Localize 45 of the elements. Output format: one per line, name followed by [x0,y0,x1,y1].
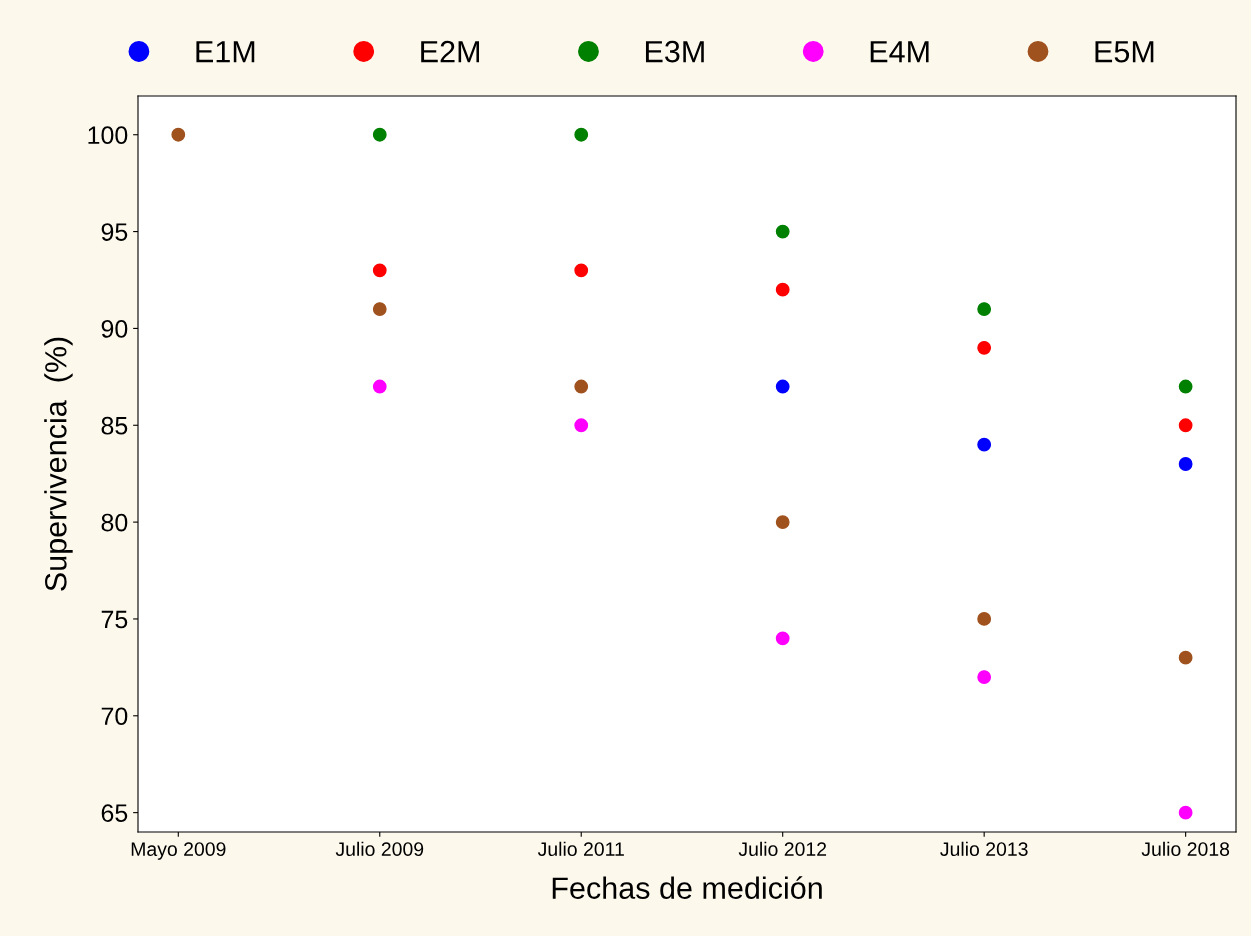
point [372,263,387,278]
point [1178,650,1193,665]
legend-label: E2M [421,40,480,63]
y-tick-label: 70 [101,707,128,726]
point [574,418,589,433]
point [775,515,790,530]
point [775,224,790,239]
point [1178,805,1193,820]
point [775,379,790,394]
point [977,670,992,684]
point [977,437,992,452]
point [977,340,992,355]
point [1178,379,1193,394]
x-tick-label: Julio 2013 [940,841,1028,856]
point [977,302,992,316]
y-tick-label: 100 [88,126,128,145]
point [1178,418,1193,433]
point [372,127,387,142]
point [1178,457,1193,471]
point [574,263,589,278]
x-tick-label: Julio 2018 [1141,841,1230,856]
legend-label: E5M [1095,41,1154,63]
y-tick-label: 95 [101,223,128,241]
point [372,302,387,316]
x-tick-label: Mayo 2009 [131,842,226,860]
legend-label: E1M [196,41,255,63]
point [574,379,589,394]
y-tick-label: 65 [101,804,128,822]
x-tick-label: Julio 2011 [537,841,624,856]
point [977,612,992,626]
x-axis-title: Fechas de medición [552,876,822,899]
x-tick-label: Julio 2012 [738,841,827,856]
point [775,631,790,646]
point [372,379,387,394]
legend-label: E3M [645,40,704,63]
point [171,127,186,142]
y-tick-label: 90 [101,320,128,338]
point [775,282,790,297]
y-axis-title: Supervivencia (%) [44,337,73,591]
y-tick-label: 85 [101,416,128,435]
x-tick-label: Julio 2009 [335,841,424,856]
y-tick-label: 75 [101,610,128,629]
y-tick-label: 80 [101,513,128,532]
legend-label: E4M [870,41,929,63]
point [574,127,589,142]
